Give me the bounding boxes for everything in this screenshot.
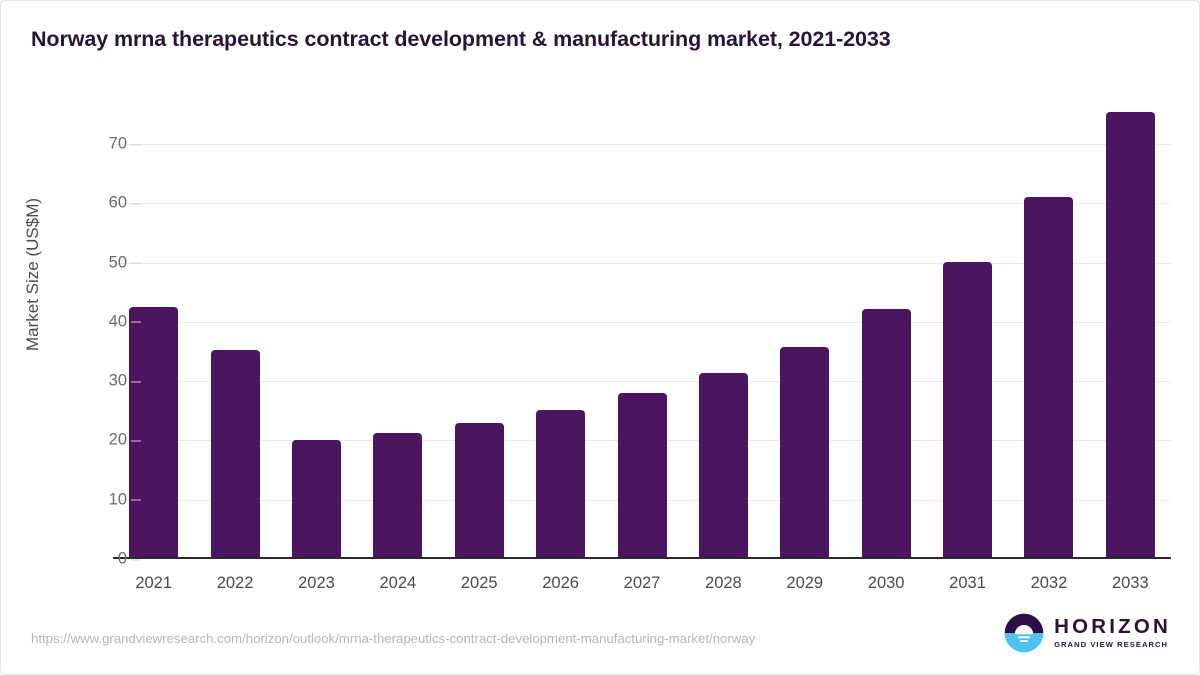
x-tick-label: 2022 (216, 574, 254, 592)
gridline (113, 321, 1171, 323)
y-tick-mark (131, 499, 141, 501)
x-tick-label: 2032 (1030, 574, 1068, 592)
horizon-logo: HORIZON GRAND VIEW RESEARCH (1003, 612, 1171, 654)
y-tick-label: 50 (67, 253, 141, 272)
y-tick-mark (131, 144, 141, 145)
x-tick-label: 2026 (542, 574, 579, 592)
bar[interactable] (780, 346, 830, 559)
x-tick-label: 2030 (867, 574, 905, 592)
source-url[interactable]: https://www.grandviewresearch.com/horizo… (31, 631, 756, 646)
logo-text: HORIZON GRAND VIEW RESEARCH (1054, 614, 1171, 650)
bar[interactable] (1024, 197, 1074, 559)
y-tick-label: 70 (67, 135, 141, 154)
bar[interactable] (943, 261, 993, 559)
gridline (113, 144, 1171, 145)
y-tick-label: 20 (67, 431, 141, 450)
x-tick-label: 2021 (135, 574, 173, 592)
gridline (113, 381, 1171, 383)
y-tick-label: 0 (67, 550, 141, 569)
bar[interactable] (698, 373, 748, 559)
plot-area (113, 112, 1171, 559)
bar[interactable] (617, 393, 667, 559)
y-tick-mark (131, 440, 141, 442)
x-axis-line (113, 557, 1171, 559)
y-tick-label: 60 (67, 194, 141, 213)
x-tick-label: 2029 (786, 574, 824, 592)
gridline (113, 203, 1171, 205)
x-tick-label: 2033 (1111, 574, 1149, 592)
y-tick-label: 40 (67, 312, 141, 331)
y-axis-title: Market Size (US$M) (23, 197, 42, 351)
logo-wordmark: HORIZON (1054, 614, 1171, 638)
x-tick-label: 2025 (460, 574, 498, 592)
bar[interactable] (291, 440, 341, 559)
y-tick-mark (131, 262, 141, 264)
x-tick-label: 2028 (705, 574, 742, 592)
y-tick-mark (131, 559, 141, 560)
horizon-logo-icon (1004, 613, 1044, 653)
bar[interactable] (1105, 112, 1155, 559)
y-tick-label: 30 (67, 372, 141, 391)
bar[interactable] (861, 308, 911, 559)
y-tick-mark (131, 381, 141, 383)
y-tick-mark (131, 203, 141, 205)
bar[interactable] (129, 307, 179, 559)
page-title: Norway mrna therapeutics contract develo… (31, 27, 891, 51)
logo-tagline: GRAND VIEW RESEARCH (1054, 640, 1169, 650)
bar[interactable] (373, 432, 423, 559)
y-tick-label: 10 (67, 490, 141, 509)
gridline (113, 262, 1171, 264)
bar[interactable] (536, 409, 586, 559)
x-tick-label: 2027 (623, 574, 661, 592)
bar[interactable] (454, 422, 504, 559)
x-tick-label: 2031 (949, 574, 986, 592)
y-tick-mark (131, 321, 141, 323)
bar[interactable] (210, 350, 260, 559)
x-tick-label: 2023 (298, 574, 335, 592)
x-tick-label: 2024 (379, 574, 417, 592)
